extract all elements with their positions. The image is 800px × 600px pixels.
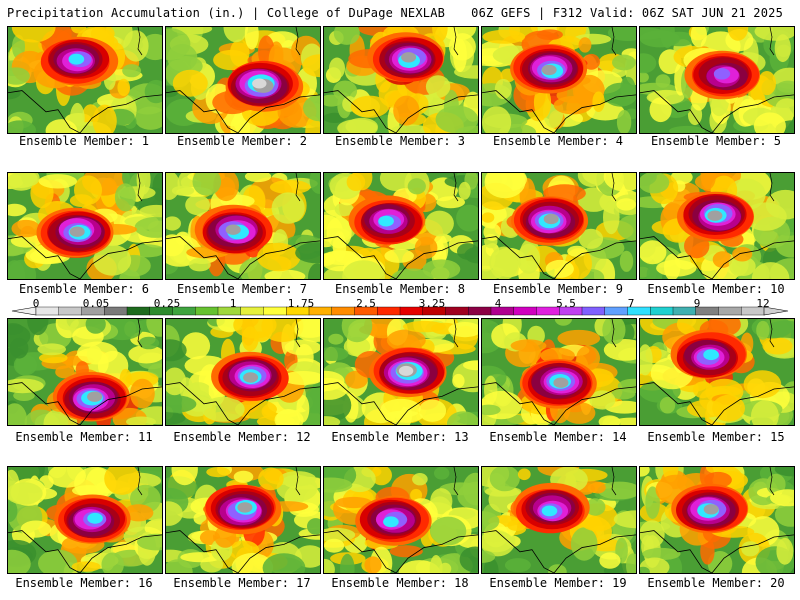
ensemble-member-map	[165, 318, 321, 426]
colorbar-swatch	[650, 306, 674, 316]
colorbar-tick-label: 0	[32, 297, 40, 310]
ensemble-member-map	[7, 26, 163, 134]
colorbar-tick-label: 0.25	[153, 297, 181, 310]
ensemble-member-map	[639, 318, 795, 426]
colorbar-swatch	[718, 306, 742, 316]
ensemble-member-map	[165, 172, 321, 280]
colorbar-tick-label: 3.25	[418, 297, 446, 310]
colorbar-swatch	[513, 306, 537, 316]
colorbar-swatch	[240, 306, 264, 316]
model-run-info: 06Z GEFS | F312 Valid: 06Z SAT JUN 21 20…	[471, 6, 783, 20]
colorbar-max-arrow	[763, 306, 789, 316]
colorbar-swatch	[126, 306, 151, 316]
colorbar-tick-label: 12	[756, 297, 770, 310]
ensemble-member-map	[165, 26, 321, 134]
ensemble-member-map	[323, 318, 479, 426]
colorbar-tick-label: 9	[693, 297, 701, 310]
ensemble-member-label: Ensemble Member: 10	[647, 282, 785, 296]
ensemble-member-map	[7, 466, 163, 574]
colorbar-swatch	[263, 306, 287, 316]
ensemble-member-map	[481, 466, 637, 574]
ensemble-member-label: Ensemble Member: 13	[331, 430, 469, 444]
ensemble-member-label: Ensemble Member: 18	[331, 576, 469, 590]
colorbar-tick-label: 5.5	[556, 297, 576, 310]
colorbar-swatch	[331, 306, 355, 316]
colorbar-swatch	[468, 306, 492, 316]
colorbar-swatch	[58, 306, 82, 316]
ensemble-member-map	[323, 172, 479, 280]
colorbar-tick-label: 4	[494, 297, 502, 310]
ensemble-member-label: Ensemble Member: 6	[18, 282, 150, 296]
ensemble-member-map	[323, 466, 479, 574]
colorbar-tick-label: 1.75	[287, 297, 315, 310]
ensemble-member-label: Ensemble Member: 19	[489, 576, 627, 590]
ensemble-member-label: Ensemble Member: 5	[650, 134, 782, 148]
ensemble-member-label: Ensemble Member: 7	[176, 282, 308, 296]
ensemble-member-map	[639, 466, 795, 574]
ensemble-member-label: Ensemble Member: 1	[18, 134, 150, 148]
ensemble-member-map	[481, 318, 637, 426]
colorbar-swatch	[35, 306, 60, 316]
colorbar-swatch	[195, 306, 219, 316]
ensemble-member-label: Ensemble Member: 20	[647, 576, 785, 590]
colorbar-tick-label: 7	[627, 297, 635, 310]
colorbar-swatch	[445, 306, 469, 316]
ensemble-member-label: Ensemble Member: 14	[489, 430, 627, 444]
ensemble-member-label: Ensemble Member: 2	[176, 134, 308, 148]
colorbar-tick-label: 2.5	[356, 297, 376, 310]
ensemble-member-map	[639, 172, 795, 280]
ensemble-member-map	[481, 172, 637, 280]
ensemble-member-label: Ensemble Member: 3	[334, 134, 466, 148]
ensemble-member-map	[165, 466, 321, 574]
map-title: Precipitation Accumulation (in.) | Colle…	[7, 6, 446, 20]
ensemble-member-map	[481, 26, 637, 134]
ensemble-member-label: Ensemble Member: 11	[15, 430, 153, 444]
ensemble-member-label: Ensemble Member: 4	[492, 134, 624, 148]
ensemble-member-map	[7, 318, 163, 426]
ensemble-member-label: Ensemble Member: 9	[492, 282, 624, 296]
ensemble-member-map	[7, 172, 163, 280]
ensemble-member-label: Ensemble Member: 15	[647, 430, 785, 444]
precipitation-colorbar	[11, 306, 789, 316]
ensemble-member-label: Ensemble Member: 16	[15, 576, 153, 590]
colorbar-swatch	[377, 306, 401, 316]
colorbar-swatch	[604, 306, 628, 316]
colorbar-swatch	[672, 306, 697, 316]
ensemble-member-map	[323, 26, 479, 134]
ensemble-member-label: Ensemble Member: 12	[173, 430, 311, 444]
ensemble-member-map	[639, 26, 795, 134]
colorbar-swatch	[581, 306, 606, 316]
ensemble-member-label: Ensemble Member: 8	[334, 282, 466, 296]
colorbar-tick-label: 1	[229, 297, 237, 310]
colorbar-tick-label: 0.05	[82, 297, 110, 310]
ensemble-member-label: Ensemble Member: 17	[173, 576, 311, 590]
